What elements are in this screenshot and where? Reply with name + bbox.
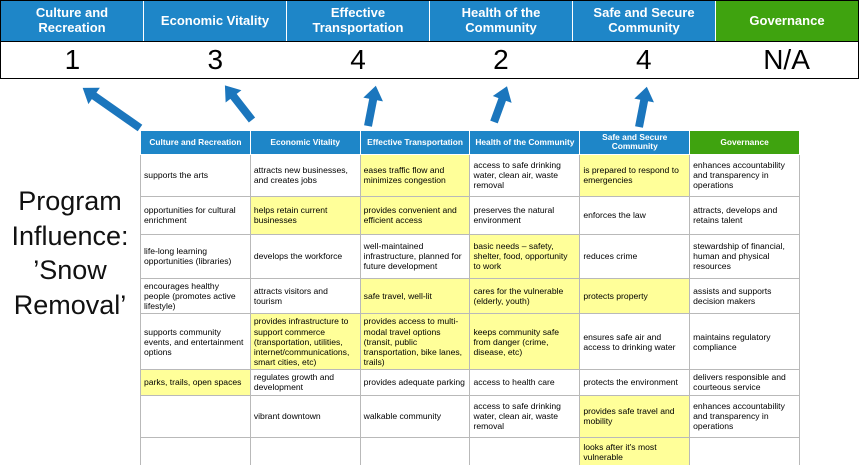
matrix-cell: walkable community bbox=[359, 394, 471, 438]
matrix-cell: cares for the vulnerable (elderly, youth… bbox=[469, 277, 581, 315]
matrix-cell-empty bbox=[140, 394, 251, 438]
matrix-cell: protects the environment bbox=[579, 369, 691, 396]
matrix-cell: regulates growth and development bbox=[249, 369, 361, 396]
matrix-cell: provides access to multi-modal travel op… bbox=[359, 313, 471, 371]
scoreboard-header-row: Culture and Recreation Economic Vitality… bbox=[1, 1, 858, 41]
matrix-cell: enhances accountability and transparency… bbox=[689, 394, 800, 438]
matrix-cell-empty bbox=[249, 436, 361, 465]
matrix-cell: develops the workforce bbox=[249, 233, 361, 279]
matrix-cell: encourages healthy people (promotes acti… bbox=[140, 277, 251, 315]
scoreboard-header-culture-and-recreation: Culture and Recreation bbox=[1, 1, 144, 41]
matrix-cell: enforces the law bbox=[579, 195, 691, 235]
matrix-cell: attracts visitors and tourism bbox=[249, 277, 361, 315]
matrix-cell: attracts, develops and retains talent bbox=[689, 195, 800, 235]
matrix-cell: attracts new businesses, and creates job… bbox=[249, 153, 361, 197]
matrix-header-cell: Health of the Community bbox=[469, 130, 581, 155]
scoreboard-header-health-of-the-community: Health of the Community bbox=[430, 1, 573, 41]
matrix-cell: safe travel, well-lit bbox=[359, 277, 471, 315]
matrix-cell: eases traffic flow and minimizes congest… bbox=[359, 153, 471, 197]
matrix-header-cell: Governance bbox=[689, 130, 800, 155]
matrix-cell: supports community events, and entertain… bbox=[140, 313, 251, 371]
matrix-cell: access to safe drinking water, clean air… bbox=[469, 394, 581, 438]
matrix-cell: access to health care bbox=[469, 369, 581, 396]
matrix-cell: helps retain current businesses bbox=[249, 195, 361, 235]
matrix-cell: assists and supports decision makers bbox=[689, 277, 800, 315]
up-arrow-icon bbox=[490, 86, 512, 124]
matrix-cell: provides convenient and efficient access bbox=[359, 195, 471, 235]
matrix-cell: basic needs – safety, shelter, food, opp… bbox=[469, 233, 581, 279]
score-culture-and-recreation: 1 bbox=[1, 41, 144, 78]
matrix-cell: delivers responsible and courteous servi… bbox=[689, 369, 800, 396]
up-arrow-icon bbox=[363, 85, 383, 127]
matrix-row: encourages healthy people (promotes acti… bbox=[140, 277, 800, 315]
matrix-row: supports community events, and entertain… bbox=[140, 313, 800, 371]
matrix-cell: reduces crime bbox=[579, 233, 691, 279]
matrix-cell: provides infrastructure to support comme… bbox=[249, 313, 361, 371]
matrix-cell: parks, trails, open spaces bbox=[140, 369, 251, 396]
matrix-header-cell: Effective Transportation bbox=[359, 130, 471, 155]
matrix-cell: stewardship of financial, human and phys… bbox=[689, 233, 800, 279]
influence-matrix: Culture and Recreation Economic Vitality E… bbox=[140, 130, 800, 465]
matrix-header-cell: Economic Vitality bbox=[249, 130, 361, 155]
matrix-cell: enhances accountability and transparency… bbox=[689, 153, 800, 197]
matrix-cell: is prepared to respond to emergencies bbox=[579, 153, 691, 197]
arrows-layer bbox=[82, 85, 654, 132]
matrix-row: parks, trails, open spaces regulates grow… bbox=[140, 369, 800, 396]
matrix-cell: looks after it's most vulnerable bbox=[579, 436, 691, 465]
matrix-row: supports the arts attracts new businesses… bbox=[140, 153, 800, 197]
matrix-cell-empty bbox=[689, 436, 800, 465]
score-effective-transportation: 4 bbox=[286, 41, 430, 78]
matrix-cell: protects property bbox=[579, 277, 691, 315]
score-economic-vitality: 3 bbox=[143, 41, 287, 78]
matrix-header-cell: Culture and Recreation bbox=[140, 130, 251, 155]
matrix-cell: ensures safe air and access to drinking … bbox=[579, 313, 691, 371]
score-health-of-the-community: 2 bbox=[429, 41, 573, 78]
matrix-cell-empty bbox=[140, 436, 251, 465]
matrix-header-row: Culture and Recreation Economic Vitality E… bbox=[140, 130, 800, 155]
scoreboard: Culture and Recreation Economic Vitality… bbox=[0, 0, 859, 79]
matrix-cell: maintains regulatory compliance bbox=[689, 313, 800, 371]
matrix-cell: provides adequate parking bbox=[359, 369, 471, 396]
score-safe-and-secure-community: 4 bbox=[572, 41, 716, 78]
up-arrow-icon bbox=[82, 87, 143, 132]
matrix-cell-empty bbox=[469, 436, 581, 465]
matrix-row: opportunities for cultural enrichment hel… bbox=[140, 195, 800, 235]
matrix-cell: provides safe travel and mobility bbox=[579, 394, 691, 438]
up-arrow-icon bbox=[224, 85, 256, 123]
matrix-header-cell: Safe and Secure Community bbox=[579, 130, 691, 155]
matrix-body: supports the arts attracts new businesses… bbox=[140, 153, 800, 465]
matrix-cell: vibrant downtown bbox=[249, 394, 361, 438]
matrix-cell: access to safe drinking water, clean air… bbox=[469, 153, 581, 197]
scoreboard-header-effective-transportation: Effective Transportation bbox=[287, 1, 430, 41]
matrix-header: Culture and Recreation Economic Vitality E… bbox=[140, 130, 800, 155]
score-governance: N/A bbox=[715, 41, 858, 78]
matrix-row: life-long learning opportunities (librar… bbox=[140, 233, 800, 279]
scoreboard-score-row: 1 3 4 2 4 N/A bbox=[1, 41, 858, 78]
matrix-cell: well-maintained infrastructure, planned … bbox=[359, 233, 471, 279]
matrix-cell: life-long learning opportunities (librar… bbox=[140, 233, 251, 279]
matrix-cell-empty bbox=[359, 436, 471, 465]
matrix-cell: preserves the natural environment bbox=[469, 195, 581, 235]
matrix-cell: supports the arts bbox=[140, 153, 251, 197]
scoreboard-header-safe-and-secure-community: Safe and Secure Community bbox=[573, 1, 716, 41]
scoreboard-header-governance: Governance bbox=[716, 1, 858, 41]
matrix-cell: keeps community safe from danger (crime,… bbox=[469, 313, 581, 371]
matrix-row: looks after it's most vulnerable bbox=[140, 436, 800, 465]
up-arrow-icon bbox=[634, 86, 654, 128]
matrix-cell: opportunities for cultural enrichment bbox=[140, 195, 251, 235]
scoreboard-header-economic-vitality: Economic Vitality bbox=[144, 1, 287, 41]
program-title: Program Influence: ’Snow Removal’ bbox=[11, 186, 129, 320]
matrix-row: vibrant downtown walkable community access… bbox=[140, 394, 800, 438]
